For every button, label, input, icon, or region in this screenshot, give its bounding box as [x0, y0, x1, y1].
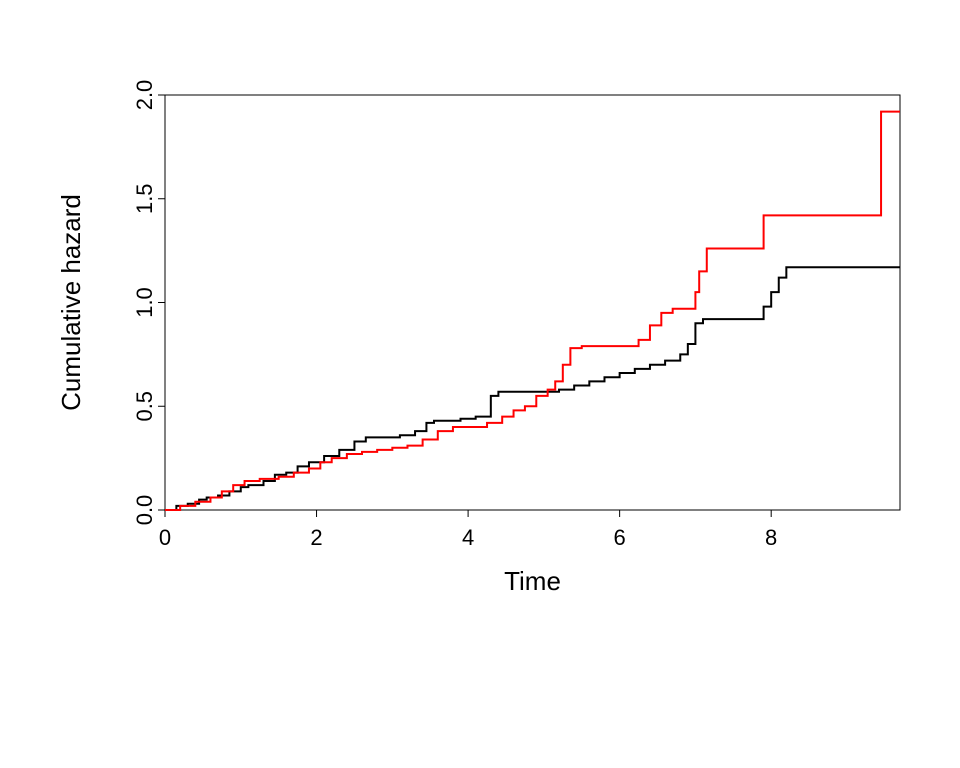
y-tick-label: 2.0: [132, 80, 157, 111]
hazard-chart: 0 2 4 6 8 0.0 0.5 1.0 1.5 2.0 Time Cumulative hazar…: [0, 0, 960, 768]
y-axis-title: Cumulative hazard: [56, 194, 86, 411]
chart-container: 0 2 4 6 8 0.0 0.5 1.0 1.5 2.0 Time Cumulative hazar…: [0, 0, 960, 768]
x-axis-title: Time: [504, 566, 561, 596]
x-tick-label: 8: [765, 525, 777, 550]
chart-background: [0, 0, 960, 768]
y-tick-label: 1.5: [132, 183, 157, 214]
x-tick-label: 2: [310, 525, 322, 550]
y-tick-label: 1.0: [132, 287, 157, 318]
x-tick-label: 6: [614, 525, 626, 550]
x-tick-label: 4: [462, 525, 474, 550]
y-tick-label: 0.0: [132, 495, 157, 526]
x-tick-label: 0: [159, 525, 171, 550]
y-tick-label: 0.5: [132, 391, 157, 422]
